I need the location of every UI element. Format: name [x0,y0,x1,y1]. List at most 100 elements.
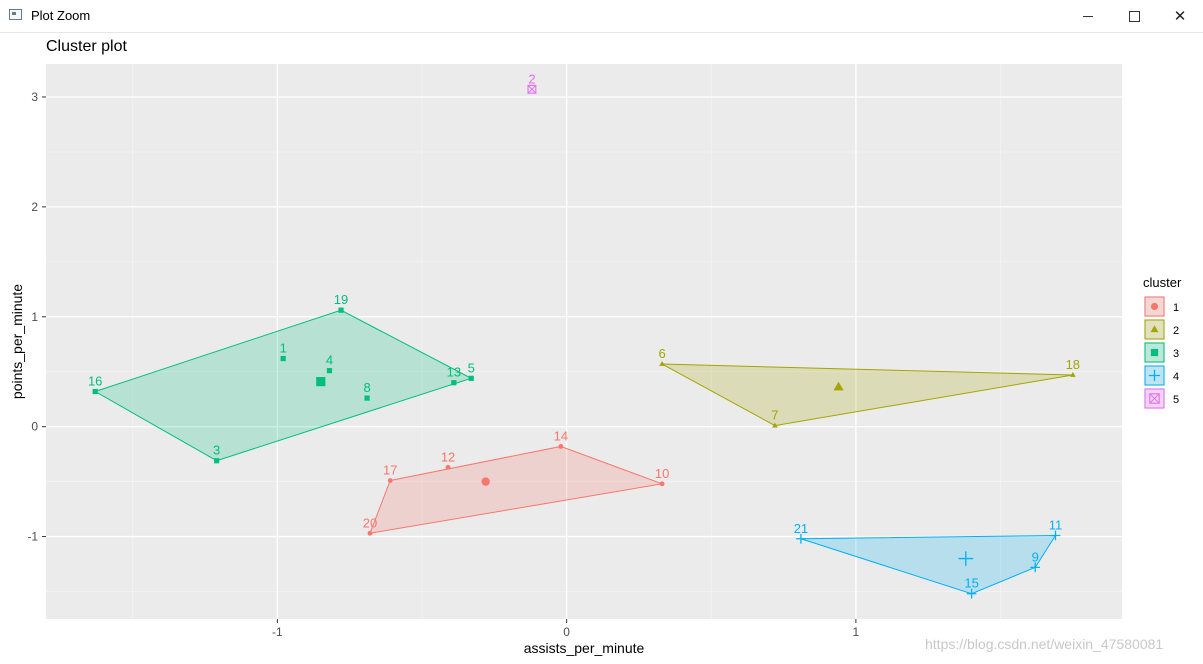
data-point-20 [367,530,373,536]
data-point-6 [659,360,665,366]
data-point-16-shape [92,388,98,395]
data-point-9-shape [1030,562,1041,573]
legend-label-1: 1 [1173,302,1179,314]
data-point-11 [1050,530,1061,541]
legend-label-2: 2 [1173,325,1179,337]
data-point-6-shape [659,360,665,366]
y-tick-label: 0 [31,420,38,434]
close-button[interactable]: ✕ [1157,0,1203,32]
data-point-3-shape [214,458,220,464]
legend-key-marker-5 [1149,393,1160,404]
data-point-13-shape [451,380,457,386]
maximize-icon [1128,10,1140,22]
data-point-7-shape [772,422,778,428]
data-point-5-shape [468,375,474,381]
point-label-6: 6 [658,346,665,361]
cluster-4: 21 11 9 15 [794,517,1063,599]
chart-title: Cluster plot [46,38,127,55]
x-tick-label: 0 [563,625,570,639]
cluster-1-center-shape [481,477,490,486]
legend-key-marker-4 [1148,369,1161,382]
legend-title: cluster [1143,275,1182,290]
data-point-20-shape [367,530,373,536]
minimize-icon [1083,15,1093,17]
y-tick-label: -1 [27,530,38,544]
legend-key-1 [1144,296,1165,317]
maximize-button[interactable] [1111,0,1157,32]
cluster-3: 19 1 4 8 13 5 16 3 [88,292,475,464]
point-label-1: 1 [280,341,287,356]
point-label-13: 13 [447,365,461,380]
data-point-2-shape [527,84,537,94]
cluster-2-center-shape [833,381,844,391]
cluster-1-center [481,477,490,486]
data-point-17 [387,478,393,483]
legend-key-2 [1144,319,1165,340]
legend-key-marker-2 [1150,325,1159,333]
cluster-5: 2 [527,71,537,94]
legend-label-5: 5 [1173,394,1179,406]
legend-key-marker-3 [1150,348,1159,357]
data-point-17-shape [387,478,393,483]
y-axis-title: points_per_minute [9,284,25,399]
legend-key-4 [1144,365,1165,386]
data-point-15-shape [966,588,977,599]
cluster-2-center [833,381,844,391]
cluster-1: 17 12 14 10 20 [363,428,669,536]
cluster-3-center [316,377,326,387]
point-label-11: 11 [1049,517,1063,532]
y-tick-label: 3 [31,90,38,104]
minimize-button[interactable] [1065,0,1111,32]
data-point-21-shape [796,533,806,544]
data-point-19-shape [338,307,344,313]
point-label-17: 17 [383,463,397,478]
point-label-15: 15 [964,576,978,591]
data-point-12 [445,464,451,470]
data-point-5 [468,375,474,381]
point-label-10: 10 [655,466,669,481]
x-axis-title: assists_per_minute [524,640,645,656]
data-point-2 [527,84,537,94]
legend-key-marker-5-shape [1149,393,1160,404]
point-label-5: 5 [468,360,475,375]
data-point-18-shape [1069,371,1076,377]
point-label-3: 3 [213,443,220,458]
data-point-2-cross [527,85,537,94]
data-point-3 [214,458,220,464]
point-label-19: 19 [334,292,348,307]
cluster-4-center [958,551,974,566]
point-label-21: 21 [794,521,808,536]
legend-key-marker-3-shape [1150,348,1159,357]
legend-key-marker-5-cross [1149,393,1160,404]
data-point-12-shape [445,464,451,470]
point-label-7: 7 [771,408,778,423]
legend-label-4: 4 [1173,371,1179,383]
data-point-7 [772,422,778,428]
data-point-4-shape [326,368,333,374]
legend-key-5 [1144,388,1165,409]
data-point-1-shape [280,355,286,362]
data-point-4 [326,368,333,374]
legend-key-marker-1-shape [1150,302,1159,311]
data-point-9 [1030,562,1041,573]
legend-key-marker-1 [1150,302,1159,311]
legend-key-3 [1144,342,1165,363]
data-point-10-shape [659,481,665,487]
legend-label-3: 3 [1173,348,1179,360]
data-point-21 [796,533,806,544]
legend-key-marker-4-shape [1148,369,1161,382]
point-label-14: 14 [554,428,568,443]
window-titlebar: Plot Zoom ✕ [0,0,1203,33]
point-label-9: 9 [1032,549,1039,564]
point-label-12: 12 [441,449,455,464]
cluster-2: 6 18 7 [658,346,1080,428]
window-title: Plot Zoom [31,8,91,23]
data-point-15 [966,588,977,599]
plot-panel [46,64,1122,619]
data-point-14-shape [558,444,564,449]
data-point-8 [364,395,370,401]
point-label-2: 2 [528,71,535,86]
point-label-18: 18 [1066,357,1080,372]
point-label-4: 4 [326,353,333,368]
